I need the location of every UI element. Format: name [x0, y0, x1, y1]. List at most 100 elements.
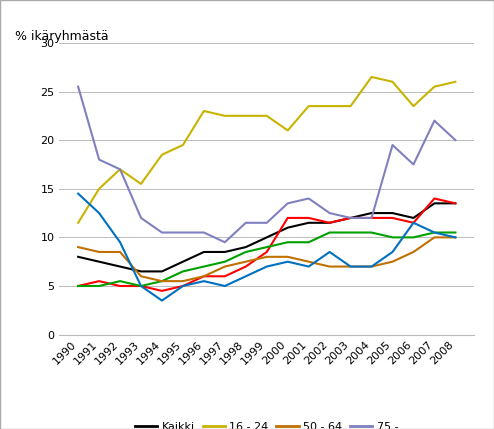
Line: 16 - 24: 16 - 24 [78, 77, 455, 223]
25 - 49 [369, 230, 374, 235]
16 - 24 [201, 109, 207, 114]
Line: 0 - 15: 0 - 15 [78, 199, 455, 291]
16 - 24 [264, 113, 270, 118]
Line: 65 - 74: 65 - 74 [78, 193, 455, 301]
50 - 64 [306, 259, 312, 264]
50 - 64 [201, 274, 207, 279]
25 - 49 [243, 249, 249, 254]
Kaikki [348, 215, 354, 221]
0 - 15 [348, 215, 354, 221]
65 - 74 [201, 278, 207, 284]
50 - 64 [390, 259, 396, 264]
25 - 49 [222, 259, 228, 264]
50 - 64 [453, 235, 458, 240]
65 - 74 [327, 249, 332, 254]
0 - 15 [306, 215, 312, 221]
75 - [222, 240, 228, 245]
25 - 49 [431, 230, 437, 235]
65 - 74 [222, 284, 228, 289]
25 - 49 [159, 278, 165, 284]
25 - 49 [138, 284, 144, 289]
16 - 24 [348, 103, 354, 109]
Legend: Kaikki, 0 - 15, 16 - 24, 25 - 49, 50 - 64, 65 - 74, 75 -: Kaikki, 0 - 15, 16 - 24, 25 - 49, 50 - 6… [135, 422, 399, 429]
25 - 49 [453, 230, 458, 235]
25 - 49 [306, 240, 312, 245]
16 - 24 [431, 84, 437, 89]
16 - 24 [75, 220, 81, 225]
65 - 74 [453, 235, 458, 240]
65 - 74 [138, 284, 144, 289]
Kaikki [306, 220, 312, 225]
65 - 74 [243, 274, 249, 279]
0 - 15 [369, 215, 374, 221]
0 - 15 [243, 264, 249, 269]
Line: 50 - 64: 50 - 64 [78, 237, 455, 281]
65 - 74 [369, 264, 374, 269]
16 - 24 [411, 103, 416, 109]
75 - [264, 220, 270, 225]
Text: % ikäryhmästä: % ikäryhmästä [15, 30, 109, 43]
Kaikki [264, 235, 270, 240]
75 - [96, 157, 102, 162]
25 - 49 [285, 240, 290, 245]
65 - 74 [75, 191, 81, 196]
16 - 24 [180, 142, 186, 148]
Kaikki [201, 249, 207, 254]
Kaikki [138, 269, 144, 274]
Kaikki [411, 215, 416, 221]
16 - 24 [222, 113, 228, 118]
65 - 74 [180, 284, 186, 289]
25 - 49 [327, 230, 332, 235]
0 - 15 [117, 284, 123, 289]
Line: 25 - 49: 25 - 49 [78, 233, 455, 286]
Kaikki [369, 211, 374, 216]
Kaikki [327, 220, 332, 225]
25 - 49 [201, 264, 207, 269]
50 - 64 [285, 254, 290, 260]
Kaikki [390, 211, 396, 216]
Kaikki [285, 225, 290, 230]
16 - 24 [390, 79, 396, 85]
50 - 64 [96, 249, 102, 254]
0 - 15 [411, 220, 416, 225]
16 - 24 [138, 181, 144, 187]
16 - 24 [306, 103, 312, 109]
75 - [327, 211, 332, 216]
50 - 64 [180, 278, 186, 284]
0 - 15 [264, 249, 270, 254]
0 - 15 [453, 201, 458, 206]
16 - 24 [327, 103, 332, 109]
25 - 49 [348, 230, 354, 235]
65 - 74 [390, 249, 396, 254]
50 - 64 [431, 235, 437, 240]
Kaikki [159, 269, 165, 274]
25 - 49 [390, 235, 396, 240]
75 - [453, 138, 458, 143]
0 - 15 [222, 274, 228, 279]
65 - 74 [411, 220, 416, 225]
0 - 15 [201, 274, 207, 279]
16 - 24 [159, 152, 165, 157]
50 - 64 [264, 254, 270, 260]
50 - 64 [243, 259, 249, 264]
65 - 74 [285, 259, 290, 264]
Kaikki [117, 264, 123, 269]
Kaikki [243, 245, 249, 250]
50 - 64 [75, 245, 81, 250]
75 - [390, 142, 396, 148]
Kaikki [180, 259, 186, 264]
75 - [285, 201, 290, 206]
75 - [348, 215, 354, 221]
Kaikki [75, 254, 81, 260]
75 - [117, 167, 123, 172]
65 - 74 [264, 264, 270, 269]
0 - 15 [327, 220, 332, 225]
Line: Kaikki: Kaikki [78, 203, 455, 272]
50 - 64 [138, 274, 144, 279]
16 - 24 [96, 186, 102, 191]
16 - 24 [453, 79, 458, 85]
75 - [243, 220, 249, 225]
0 - 15 [138, 284, 144, 289]
25 - 49 [264, 245, 270, 250]
25 - 49 [117, 278, 123, 284]
